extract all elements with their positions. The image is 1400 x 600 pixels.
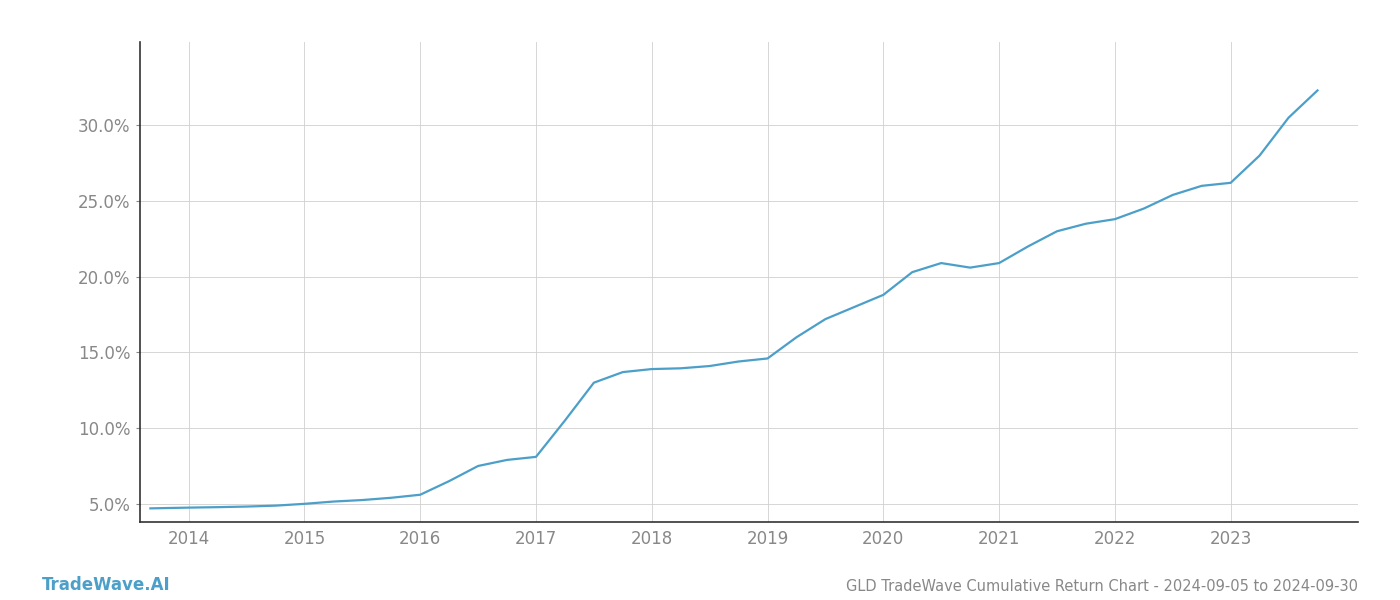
- Text: GLD TradeWave Cumulative Return Chart - 2024-09-05 to 2024-09-30: GLD TradeWave Cumulative Return Chart - …: [846, 579, 1358, 594]
- Text: TradeWave.AI: TradeWave.AI: [42, 576, 171, 594]
